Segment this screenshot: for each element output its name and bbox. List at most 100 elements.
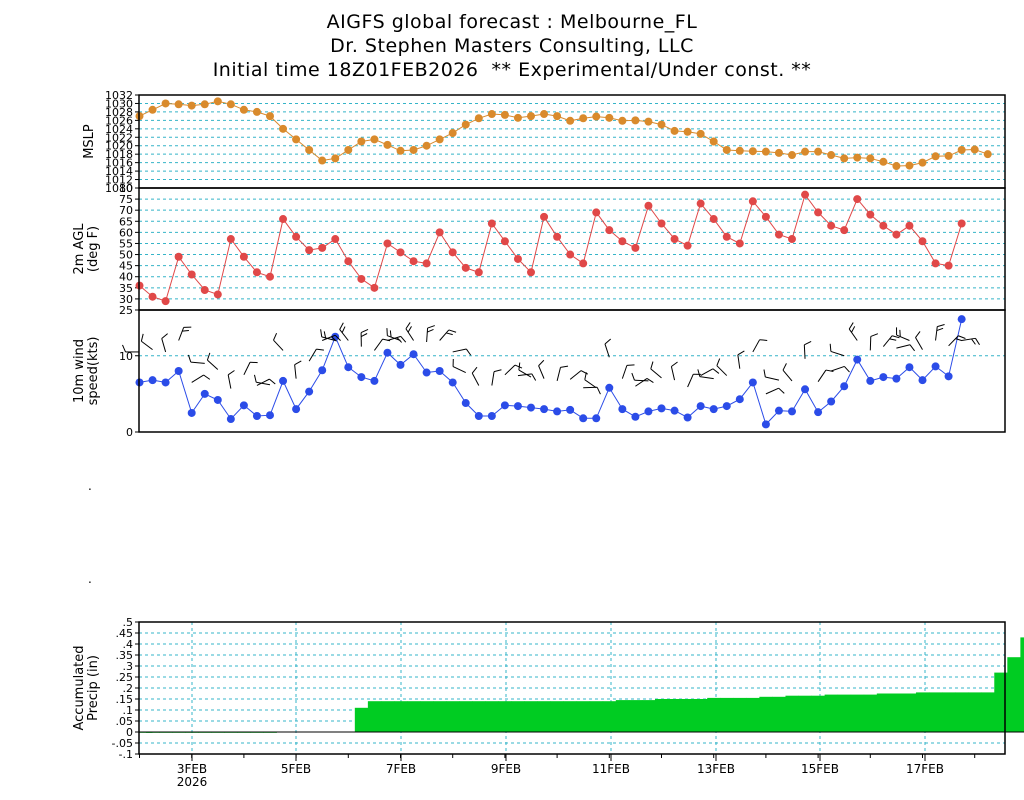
temp-point <box>553 232 562 241</box>
y-tick-label: 1016 <box>105 157 133 170</box>
wind-barb <box>882 335 900 347</box>
wind-barb-flag <box>360 329 369 334</box>
mslp-point <box>344 145 353 154</box>
precip-bar <box>589 701 604 732</box>
y-axis-label: Accumulated <box>72 645 87 730</box>
mslp-point <box>422 141 431 150</box>
y-tick-label: .5 <box>123 616 134 629</box>
wind-barb-staff <box>207 359 219 370</box>
wind-barb <box>426 325 435 343</box>
wind-point <box>161 378 170 387</box>
precip-bar <box>433 701 447 732</box>
temp-point <box>853 195 862 204</box>
mslp-point <box>553 112 562 121</box>
y-tick-label: .25 <box>116 671 134 684</box>
wind-barb-staff <box>538 365 545 379</box>
wind-barb-flag <box>405 322 411 330</box>
wind-barb-flag <box>250 361 258 364</box>
stray-mark: . <box>88 479 92 493</box>
stray-mark: . <box>88 572 92 586</box>
temp-point <box>474 268 483 277</box>
mslp-point <box>748 147 757 156</box>
mslp-point <box>331 154 340 163</box>
precip-bar <box>772 696 786 732</box>
wind-barb-staff <box>243 362 251 376</box>
mslp-point <box>566 116 575 125</box>
precip-bar <box>576 701 591 732</box>
mslp-point <box>853 153 862 162</box>
wind-barb-staff <box>752 339 761 353</box>
y-tick-label: 1010 <box>105 182 133 195</box>
wind-barb-staff <box>227 374 232 389</box>
wind-barb <box>161 333 168 353</box>
wind-point <box>422 368 431 377</box>
wind-point <box>174 367 183 375</box>
wind-barb-flag <box>269 378 276 385</box>
mslp-point <box>631 116 640 125</box>
mslp-point <box>305 145 314 154</box>
temp-point <box>422 259 431 268</box>
precip-bar <box>537 701 551 732</box>
mslp-point <box>448 129 457 138</box>
wind-barb <box>961 337 980 346</box>
wind-point <box>592 414 601 423</box>
wind-point <box>305 387 314 396</box>
precip-bar <box>733 697 747 732</box>
wind-barb-flag <box>896 327 898 336</box>
mslp-point <box>370 135 379 144</box>
y-tick-label: .45 <box>116 627 134 640</box>
precip-bar <box>785 695 799 732</box>
wind-barb-staff <box>935 326 938 341</box>
mslp-point <box>318 156 327 165</box>
wind-barb-flag <box>400 336 407 343</box>
precip-bar <box>981 692 995 732</box>
wind-barb-flag <box>452 358 454 367</box>
precip-bar <box>955 692 969 732</box>
mslp-point <box>266 112 274 121</box>
wind-barb-staff <box>273 339 284 351</box>
temp-point <box>683 241 692 250</box>
wind-point <box>957 315 966 324</box>
precip-bar <box>628 700 643 732</box>
wind-barb <box>829 343 845 357</box>
y-tick-label: 25 <box>119 304 133 317</box>
temp-point <box>592 208 601 217</box>
panel-frame <box>138 621 1006 755</box>
y-tick-label: -.05 <box>112 737 133 750</box>
wind-barb-staff <box>504 364 516 376</box>
mslp-point <box>827 151 836 160</box>
wind-barb-flag <box>848 322 854 330</box>
temp-point <box>187 270 196 279</box>
wind-point <box>931 362 940 371</box>
mslp-point <box>540 110 549 119</box>
wind-barb-flag <box>320 329 323 337</box>
wind-barb-staff <box>439 329 450 341</box>
mslp-point <box>670 126 679 135</box>
temp-point <box>814 208 823 217</box>
title-line-2: Dr. Stephen Masters Consulting, LLC <box>330 35 694 57</box>
wind-barb-flag <box>427 329 434 333</box>
panel-frame <box>138 187 1006 311</box>
y-tick-label: 1026 <box>105 114 133 127</box>
wind-barb-flag <box>386 328 388 336</box>
temp-point <box>579 259 588 268</box>
wind-barb-staff <box>339 329 349 341</box>
wind-barb-staff <box>830 350 845 357</box>
precip-bar <box>1007 657 1021 732</box>
wind-barb-flag <box>273 333 278 341</box>
wind-barb <box>178 326 192 341</box>
y-tick-label: 55 <box>119 237 133 250</box>
precip-bar <box>407 701 421 732</box>
mslp-point <box>579 114 588 123</box>
wind-barb <box>752 339 768 353</box>
wind-barb-staff <box>190 361 205 364</box>
wind-barb-staff <box>716 365 728 376</box>
y-tick-label: .3 <box>123 660 134 673</box>
wind-barb-flag <box>427 325 435 329</box>
wind-point <box>866 376 875 385</box>
mslp-point <box>918 158 927 167</box>
wind-barb <box>848 322 858 341</box>
wind-barb <box>452 358 466 373</box>
precip-bar <box>354 707 369 732</box>
